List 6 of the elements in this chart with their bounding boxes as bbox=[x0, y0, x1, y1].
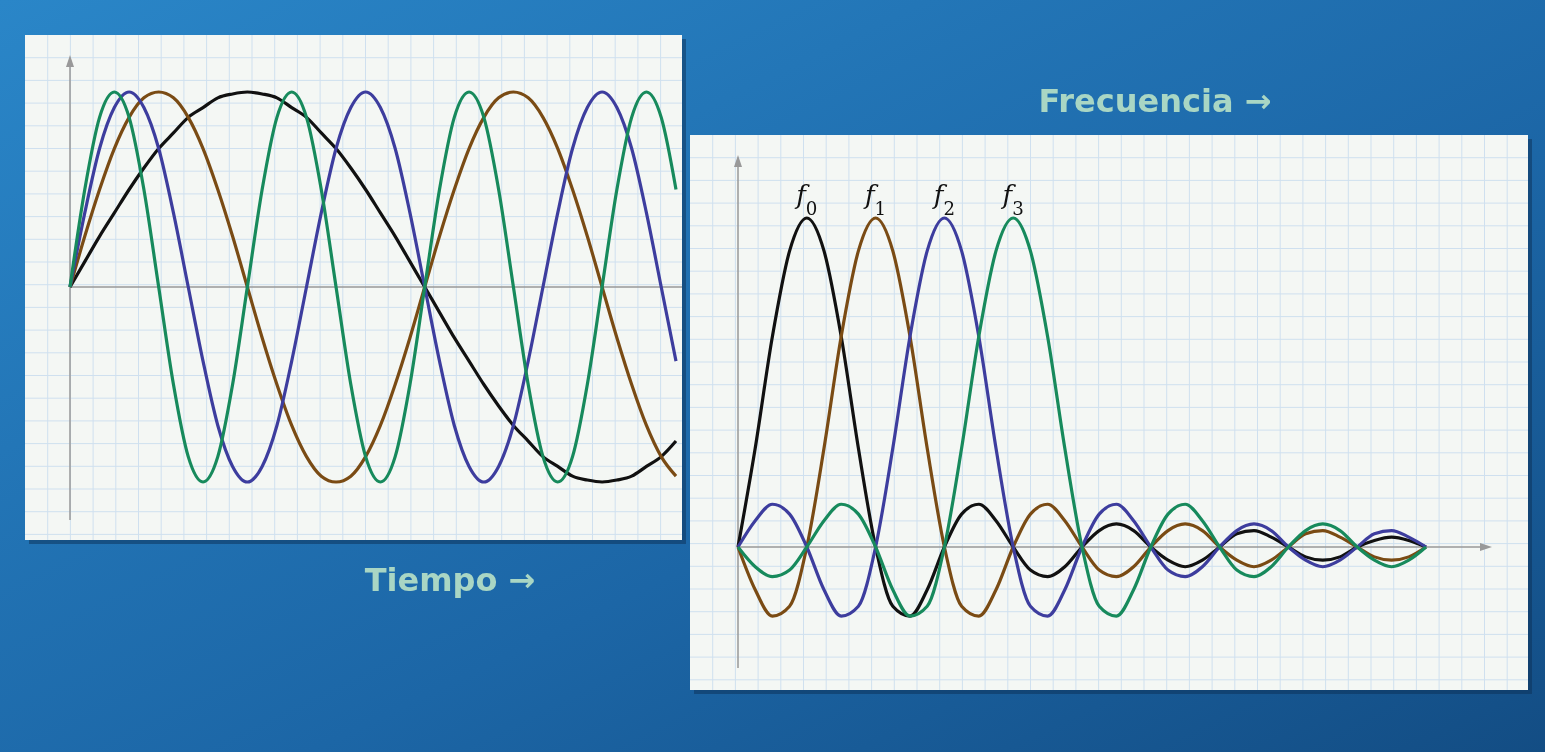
x-axis-title: Tiempo → bbox=[364, 561, 536, 599]
x-axis-title: Frecuencia → bbox=[1038, 82, 1272, 120]
series-label: f$_{1}$ bbox=[863, 180, 887, 219]
series-label: f$_{2}$ bbox=[931, 180, 955, 219]
series-label: f$_{0}$ bbox=[794, 180, 818, 219]
series-label: f$_{3}$ bbox=[1000, 180, 1024, 219]
